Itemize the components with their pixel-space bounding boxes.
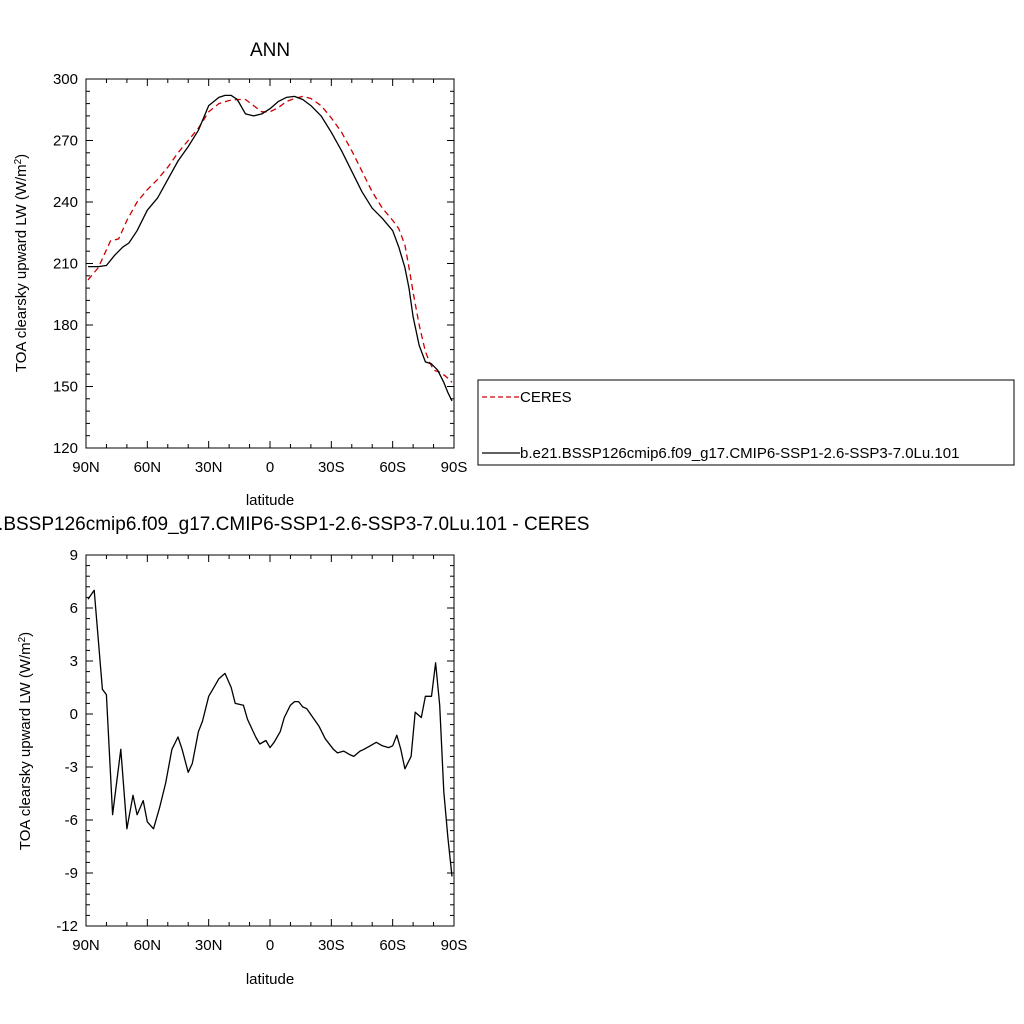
bottom-panel-xlabel: latitude xyxy=(246,971,294,988)
x-tick-label: 60S xyxy=(379,937,406,954)
x-tick-label: 90S xyxy=(441,937,468,954)
y-tick-label: 9 xyxy=(70,547,78,564)
y-tick-label: 3 xyxy=(70,653,78,670)
y-tick-label: 240 xyxy=(53,194,78,211)
top-panel-ylabel-main: TOA clearsky upward LW (W/m xyxy=(13,164,30,372)
y-tick-label: -6 xyxy=(65,812,78,829)
top-panel-lines xyxy=(87,94,453,402)
top-panel-xlabel: latitude xyxy=(246,492,294,509)
bottom-panel-ylabel-main: TOA clearsky upward LW (W/m xyxy=(17,642,34,850)
x-tick-label: 30S xyxy=(318,937,345,954)
legend-label-ceres: CERES xyxy=(520,389,572,406)
y-tick-label: -3 xyxy=(65,759,78,776)
y-tick-label: 210 xyxy=(53,256,78,273)
series-line-difference xyxy=(87,589,453,877)
y-tick-label: 0 xyxy=(70,706,78,723)
x-tick-label: 60N xyxy=(134,459,162,476)
x-tick-label: 30N xyxy=(195,937,223,954)
top-panel-ylabel-tail: ) xyxy=(13,154,30,159)
y-tick-label: 300 xyxy=(53,71,78,88)
y-tick-label: -12 xyxy=(56,918,78,935)
top-panel-ylabel: TOA clearsky upward LW (W/m2) xyxy=(13,154,31,372)
x-tick-label: 60N xyxy=(134,937,162,954)
series-line-ceres xyxy=(87,95,453,383)
legend-box xyxy=(477,379,1015,466)
y-tick-label: 270 xyxy=(53,133,78,150)
bottom-panel-ylabel-sup: 2 xyxy=(17,636,28,642)
y-tick-label: 180 xyxy=(53,317,78,334)
bottom-panel-lines xyxy=(87,589,453,877)
x-tick-label: 90N xyxy=(72,459,100,476)
x-tick-label: 90S xyxy=(441,459,468,476)
x-tick-label: 30S xyxy=(318,459,345,476)
legend: CERES b.e21.BSSP126cmip6.f09_g17.CMIP6-S… xyxy=(477,379,1015,466)
bottom-panel: b.e21.BSSP126cmip6.f09_g17.CMIP6-SSP1-2.… xyxy=(0,514,589,988)
x-tick-label: 0 xyxy=(266,937,274,954)
bottom-panel-title: b.e21.BSSP126cmip6.f09_g17.CMIP6-SSP1-2.… xyxy=(0,514,589,535)
bottom-panel-ylabel: TOA clearsky upward LW (W/m2) xyxy=(17,632,35,850)
bottom-panel-ticks: 90N 60N 30N 0 30S 60S 90S -12 -9 -6 -3 0 3 6 9 xyxy=(56,547,467,954)
x-tick-label: 90N xyxy=(72,937,100,954)
top-panel: ANN 90N 60N 30N 0 30S 60S 90S 120 150 180 210 240 27… xyxy=(13,40,468,509)
legend-label-model: b.e21.BSSP126cmip6.f09_g17.CMIP6-SSP1-2.… xyxy=(520,445,959,462)
bottom-panel-ylabel-tail: ) xyxy=(17,632,34,637)
x-tick-label: 60S xyxy=(379,459,406,476)
x-tick-label: 0 xyxy=(266,459,274,476)
top-panel-ticks: 90N 60N 30N 0 30S 60S 90S 120 150 180 210 240 270 300 xyxy=(53,71,467,476)
x-tick-label: 30N xyxy=(195,459,223,476)
series-line-model xyxy=(88,94,453,402)
y-tick-label: 150 xyxy=(53,379,78,396)
y-tick-label: -9 xyxy=(65,865,78,882)
top-panel-title: ANN xyxy=(250,40,290,61)
y-tick-label: 6 xyxy=(70,600,78,617)
top-panel-ylabel-sup: 2 xyxy=(13,158,24,164)
top-panel-frame xyxy=(85,78,455,449)
y-tick-label: 120 xyxy=(53,440,78,457)
